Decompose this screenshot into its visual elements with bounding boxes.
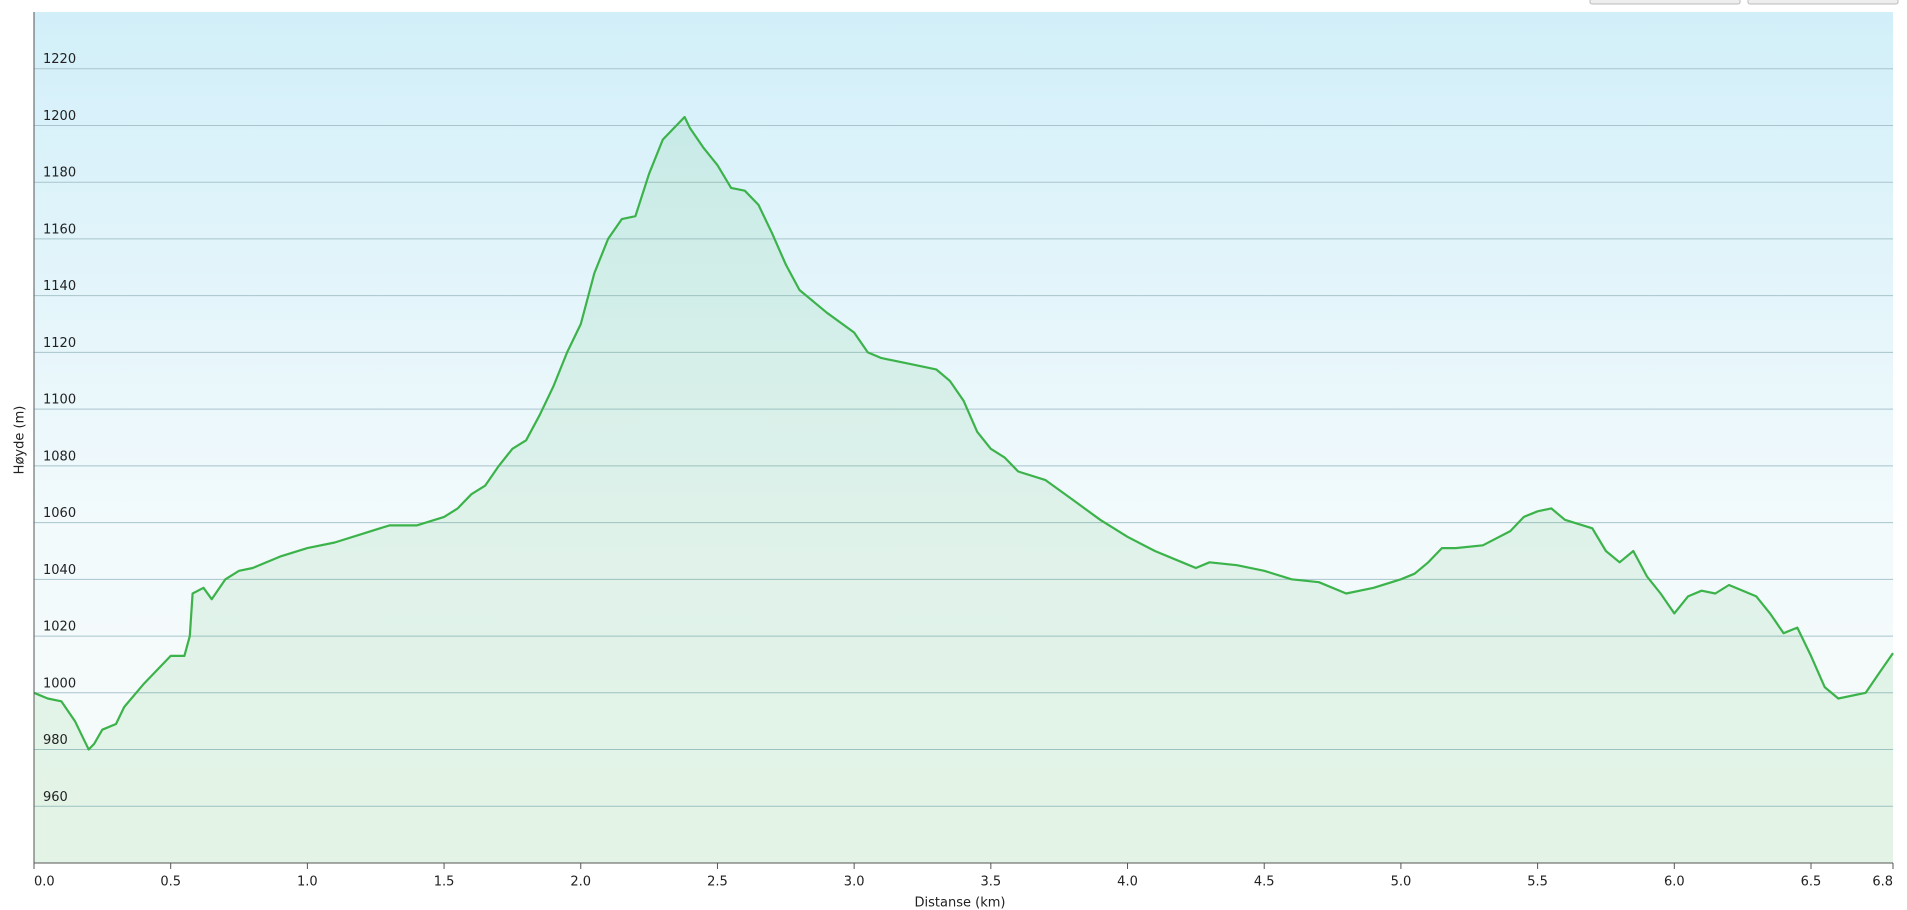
x-tick-label: 1.0 <box>297 875 318 890</box>
tab-button[interactable] <box>1589 0 1741 5</box>
x-tick-label: 6.5 <box>1801 875 1822 890</box>
y-tick-label: 1200 <box>43 109 76 124</box>
area-fill <box>34 117 1893 863</box>
y-tick-label: 1080 <box>43 449 76 464</box>
x-tick-label: 4.0 <box>1117 875 1138 890</box>
x-tick-label: 0.0 <box>34 875 55 890</box>
x-axis-label: Distanse (km) <box>915 896 1006 910</box>
x-tick-label: 3.5 <box>980 875 1001 890</box>
x-tick-label: 6.0 <box>1664 875 1685 890</box>
tab-button[interactable] <box>1747 0 1899 5</box>
x-tick-label: 1.5 <box>434 875 455 890</box>
y-tick-label: 960 <box>43 790 68 805</box>
x-tick-label: 5.5 <box>1527 875 1548 890</box>
y-tick-label: 1100 <box>43 393 76 408</box>
y-axis-label: Høyde (m) <box>13 406 28 475</box>
x-tick-label: 5.0 <box>1391 875 1412 890</box>
x-tick-label: 3.0 <box>844 875 865 890</box>
x-tick-label: 2.5 <box>707 875 728 890</box>
y-tick-label: 1160 <box>43 222 76 237</box>
y-tick-label: 1060 <box>43 506 76 521</box>
y-tick-label: 1220 <box>43 52 76 67</box>
marks <box>33 115 1894 863</box>
grid <box>34 68 1893 807</box>
y-tick-label: 980 <box>43 733 68 748</box>
y-tick-label: 1020 <box>43 620 76 635</box>
x-tick-label: 6.8 <box>1872 875 1893 890</box>
x-tick-label: 0.5 <box>160 875 181 890</box>
elevation-line <box>33 115 1894 751</box>
x-tick-label: 2.0 <box>570 875 591 890</box>
y-tick-label: 1180 <box>43 166 76 181</box>
y-tick-label: 1040 <box>43 563 76 578</box>
plot-area <box>34 12 1893 863</box>
y-tick-label: 1120 <box>43 336 76 351</box>
y-tick-label: 1000 <box>43 676 76 691</box>
x-tick-label: 4.5 <box>1254 875 1275 890</box>
y-tick-label: 1140 <box>43 279 76 294</box>
